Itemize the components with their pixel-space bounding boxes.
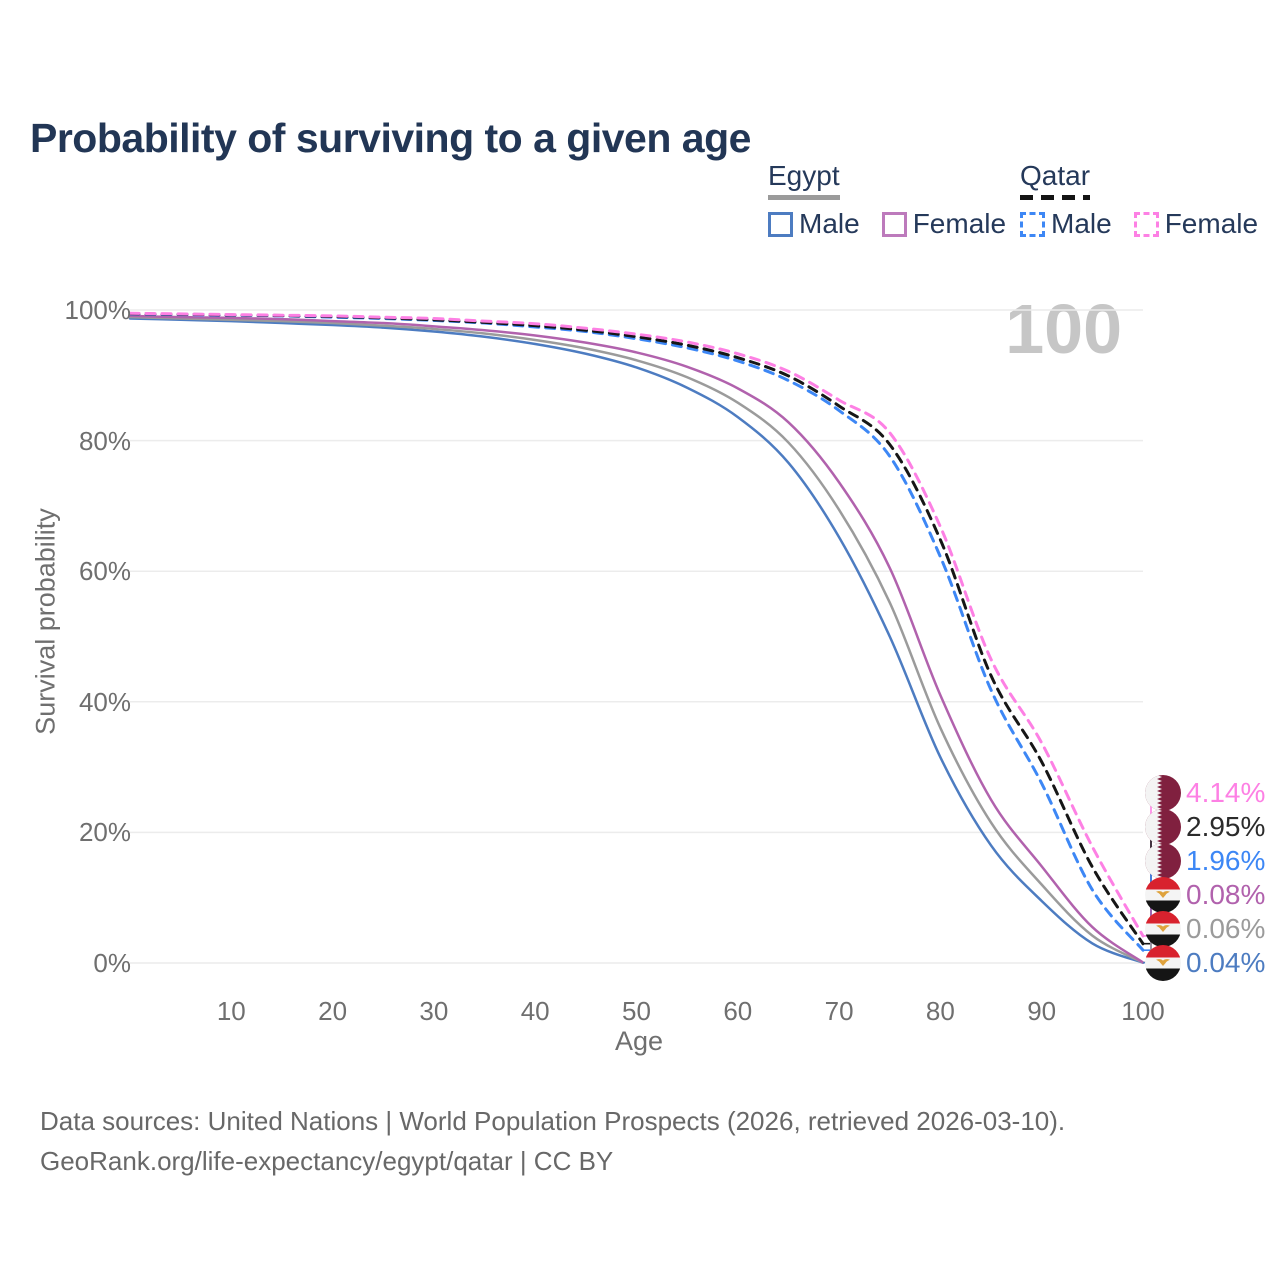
- x-tick-70: 70: [824, 996, 854, 1026]
- age-watermark: 100: [1005, 290, 1122, 368]
- legend-item-label: Male: [1051, 208, 1112, 239]
- egypt-solid-line-swatch: [768, 195, 840, 200]
- end-label-qatar-both: 2.95%: [1145, 808, 1265, 846]
- egypt-flag-icon: [1145, 877, 1181, 913]
- y-axis-title: Survival probability: [30, 508, 61, 735]
- legend-group-egypt: Egypt Male Female: [768, 160, 1006, 240]
- x-tick-80: 80: [925, 996, 955, 1026]
- qatar-flag-icon: [1145, 775, 1181, 811]
- qatar-flag-icon: [1145, 809, 1181, 845]
- egypt-female-swatch: [881, 211, 907, 237]
- page-title: Probability of surviving to a given age: [30, 115, 751, 162]
- x-tick-30: 30: [419, 996, 449, 1026]
- legend-item-egypt-female[interactable]: Female: [881, 208, 1007, 240]
- y-tick-60: 60%: [78, 556, 131, 587]
- y-tick-100: 100%: [64, 295, 132, 325]
- end-label-egypt-female: 0.08%: [1145, 876, 1265, 914]
- y-tick-80: 80%: [78, 425, 131, 456]
- legend-item-label: Male: [799, 208, 860, 239]
- egypt-flag-icon: [1145, 945, 1181, 981]
- egypt-male-swatch: [768, 211, 793, 237]
- x-tick-60: 60: [723, 996, 753, 1026]
- egypt-flag-icon: [1145, 911, 1181, 947]
- attribution-line: GeoRank.org/life-expectancy/egypt/qatar …: [40, 1146, 614, 1176]
- legend-qatar-label: Qatar: [1020, 160, 1091, 191]
- legend-item-qatar-female[interactable]: Female: [1133, 208, 1259, 240]
- legend-group-qatar: Qatar Male Female: [1020, 160, 1258, 240]
- end-label-qatar-male: 1.96%: [1145, 842, 1265, 880]
- qatar-male-swatch: [1020, 211, 1045, 237]
- legend-item-qatar-male[interactable]: Male: [1020, 208, 1112, 240]
- legend-item-egypt-male[interactable]: Male: [768, 208, 860, 240]
- end-value: 4.14%: [1186, 777, 1266, 808]
- x-axis-title: Age: [614, 1026, 664, 1056]
- qatar-flag-icon: [1145, 843, 1181, 879]
- legend-item-label: Female: [912, 208, 1007, 239]
- legend-item-label: Female: [1164, 208, 1259, 239]
- end-value: 1.96%: [1186, 845, 1266, 876]
- x-tick-50: 50: [622, 996, 651, 1026]
- end-label-qatar-female: 4.14%: [1145, 774, 1265, 812]
- end-value: 0.04%: [1186, 947, 1266, 978]
- x-tick-90: 90: [1027, 996, 1057, 1026]
- chart-legend: Egypt Male Female Qatar Male: [768, 160, 1268, 250]
- end-value: 2.95%: [1186, 811, 1266, 842]
- x-tick-10: 10: [216, 996, 246, 1026]
- end-value: 0.06%: [1186, 913, 1266, 944]
- y-tick-40: 40%: [78, 686, 131, 717]
- legend-qatar-heading: Qatar: [1020, 160, 1091, 200]
- end-label-egypt-male: 0.04%: [1145, 944, 1265, 982]
- y-tick-0: 0%: [93, 948, 131, 978]
- legend-egypt-label: Egypt: [768, 160, 840, 191]
- data-sources-line: Data sources: United Nations | World Pop…: [40, 1106, 1066, 1136]
- qatar-female-swatch: [1133, 211, 1159, 237]
- end-value: 0.08%: [1186, 879, 1266, 910]
- y-tick-20: 20%: [78, 817, 131, 848]
- qatar-dashed-line-swatch: [1020, 195, 1091, 200]
- x-tick-40: 40: [520, 996, 550, 1026]
- legend-egypt-heading: Egypt: [768, 160, 840, 200]
- end-label-egypt-both: 0.06%: [1145, 910, 1265, 948]
- x-tick-100: 100: [1121, 996, 1165, 1026]
- x-tick-20: 20: [318, 996, 348, 1026]
